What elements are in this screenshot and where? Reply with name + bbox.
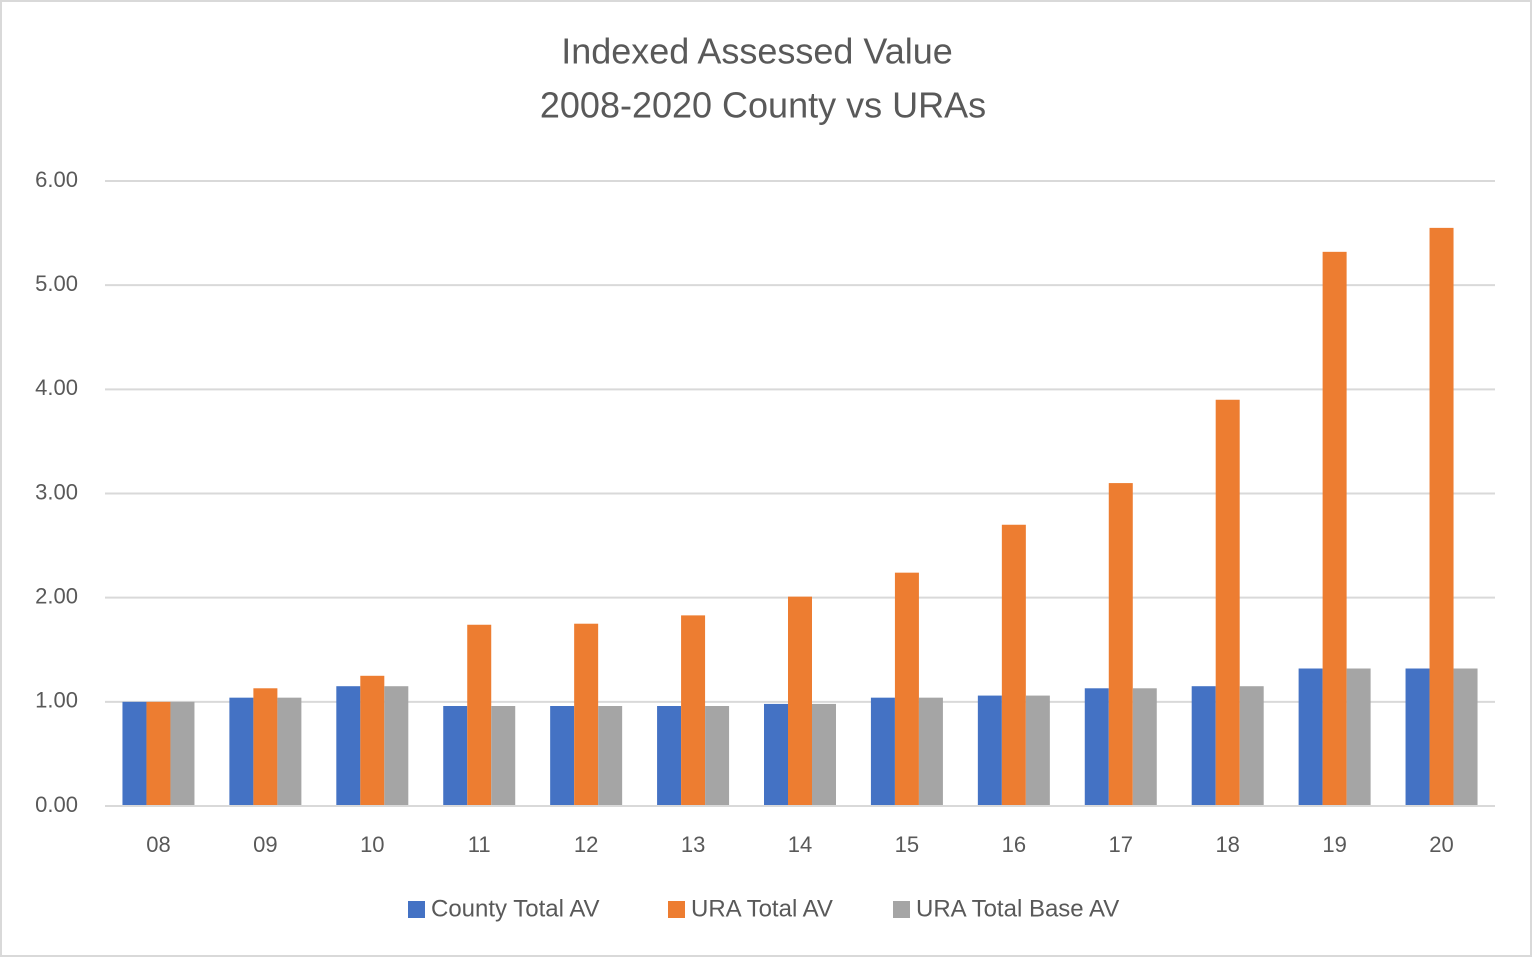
bar [788,596,812,806]
x-tick-label: 14 [788,832,812,857]
x-tick-label: 10 [360,832,384,857]
bar [764,703,788,806]
bar [122,701,147,806]
bar [1191,686,1216,806]
bar [467,624,492,806]
legend-swatch [893,901,910,918]
y-tick-label: 5.00 [35,271,78,296]
bar [550,706,575,806]
bar [1025,695,1050,806]
bar [146,701,171,806]
bar [657,706,682,806]
bar [681,615,706,806]
x-tick-label: 13 [681,832,705,857]
legend-label: URA Total AV [691,895,833,922]
bar [443,706,468,806]
bar [870,697,895,806]
y-tick-label: 3.00 [35,479,78,504]
legend-swatch [408,901,425,918]
legend-swatch [668,901,685,918]
y-tick-label: 6.00 [35,167,78,192]
bar [491,706,516,806]
x-tick-label: 20 [1429,832,1453,857]
bar [1298,668,1323,806]
x-tick-label: 08 [146,832,170,857]
bar [1108,483,1133,806]
y-tick-label: 1.00 [35,688,78,713]
x-tick-label: 12 [574,832,598,857]
bar [1429,227,1454,806]
x-tick-label: 16 [1002,832,1026,857]
x-tick-label: 11 [468,832,491,857]
chart-title: Indexed Assessed Value [561,31,953,72]
bar [1239,686,1264,806]
bar [894,572,919,806]
bar [977,695,1002,806]
bar [360,675,385,806]
bar [812,703,836,806]
bar [1346,668,1371,806]
x-tick-label: 09 [253,832,277,857]
x-tick-label: 18 [1215,832,1239,857]
legend-label: URA Total Base AV [916,895,1119,922]
x-tick-label: 15 [895,832,919,857]
bar [384,686,409,806]
bar [1001,524,1026,806]
x-tick-label: 19 [1322,832,1346,857]
bar [1453,668,1478,806]
bar [1322,251,1347,807]
bar [705,706,730,806]
bar [574,623,599,806]
bar [1215,399,1240,806]
bar [918,697,943,806]
x-tick-label: 17 [1109,832,1133,857]
bar [1405,668,1430,806]
bar [277,697,302,806]
legend-label: County Total AV [431,895,600,922]
bar [1084,688,1109,806]
bar [598,706,623,806]
bar [253,688,278,806]
y-tick-label: 2.00 [35,583,78,608]
chart-subtitle: 2008-2020 County vs URAs [540,85,986,126]
bar [336,686,361,806]
y-tick-label: 4.00 [35,375,78,400]
bar [229,697,254,806]
y-tick-label: 0.00 [35,792,78,817]
bar [170,701,195,806]
bar [1132,688,1157,806]
